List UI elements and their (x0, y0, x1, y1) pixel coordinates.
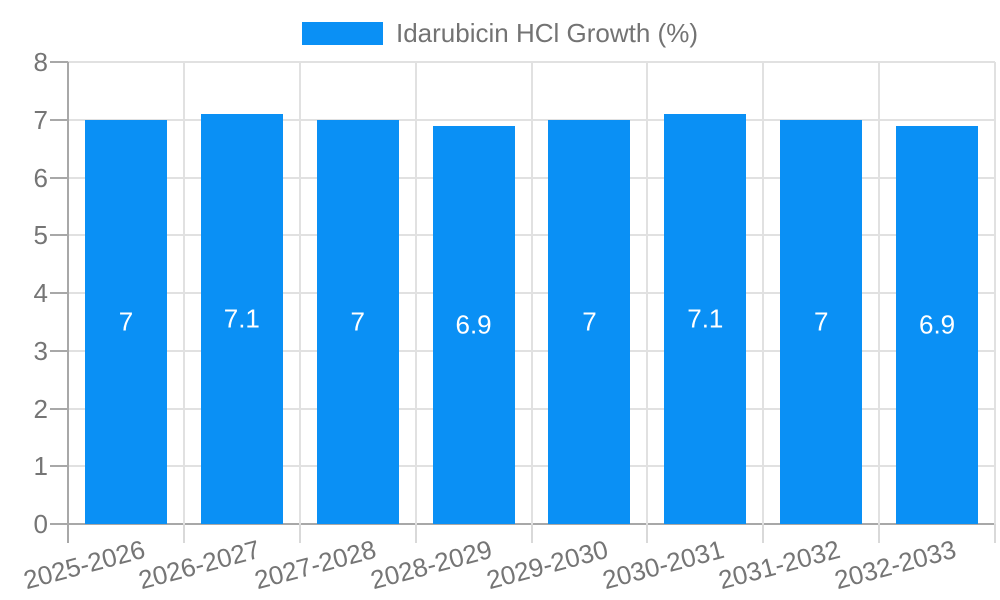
y-axis-line (67, 62, 69, 543)
x-axis-tick-label: 2027-2028 (251, 534, 380, 596)
x-axis-tick (182, 524, 185, 543)
y-axis-tick (50, 465, 68, 468)
x-axis-tick-label: 2028-2029 (367, 534, 496, 596)
bar-value-label: 7 (118, 306, 134, 337)
x-axis-tick-label: 2026-2027 (135, 534, 264, 596)
bar-value-label: 7.1 (687, 303, 724, 334)
y-axis-tick-label: 7 (33, 104, 48, 135)
bar-2032-2033[interactable] (896, 125, 979, 524)
gridline-vertical (298, 62, 301, 524)
bar-2031-2032[interactable] (780, 119, 863, 524)
y-axis-tick-label: 0 (33, 509, 48, 539)
y-axis-tick (50, 61, 68, 63)
y-axis-tick-label: 2 (33, 393, 48, 424)
gridline-vertical (994, 62, 996, 524)
bar-value-label: 7 (350, 306, 365, 337)
y-axis-tick (50, 292, 68, 294)
y-axis-tick-label: 4 (33, 278, 48, 308)
x-axis-tick-label: 2031-2032 (715, 534, 843, 596)
x-axis-tick (414, 524, 417, 543)
bar-value-label: 6.9 (455, 309, 492, 340)
x-axis-tick (878, 524, 881, 543)
x-axis-tick-label: 2025-2026 (19, 534, 148, 596)
x-axis-tick-label: 2030-2031 (599, 534, 728, 596)
bar-value-label: 6.9 (918, 309, 956, 340)
y-axis-tick (50, 118, 68, 121)
gridline-vertical (182, 62, 185, 524)
legend-label: Idarubicin HCl Growth (%) (396, 18, 698, 48)
x-axis-tick (994, 524, 996, 543)
x-axis-tick (762, 524, 765, 543)
x-axis-tick-label: 2032-2033 (830, 534, 959, 596)
y-axis-tick-label: 5 (33, 220, 48, 251)
y-axis-tick (50, 234, 68, 237)
y-axis-tick (50, 407, 68, 410)
bar-2029-2030[interactable] (548, 119, 631, 524)
gridline-vertical (762, 62, 765, 524)
bar-2026-2027[interactable] (200, 113, 283, 524)
y-axis-tick-label: 6 (33, 162, 48, 193)
bar-2028-2029[interactable] (432, 125, 515, 524)
legend-swatch-icon (302, 21, 383, 45)
y-axis-tick-label: 1 (33, 451, 48, 482)
gridline-vertical (646, 62, 649, 524)
y-axis-tick (50, 176, 68, 179)
legend[interactable]: Idarubicin HCl Growth (%) (0, 20, 1000, 46)
x-axis-tick (646, 524, 649, 543)
gridline-vertical (530, 62, 533, 524)
bar-2030-2031[interactable] (664, 113, 747, 524)
gridline-vertical (414, 62, 417, 524)
bar-2027-2028[interactable] (316, 119, 399, 524)
bar-value-label: 7 (582, 306, 597, 337)
x-axis-tick (298, 524, 301, 543)
y-axis-tick-label: 3 (33, 335, 48, 366)
x-axis-tick (530, 524, 533, 543)
bar-value-label: 7 (813, 306, 829, 337)
y-axis-tick (50, 523, 68, 525)
x-axis-tick-label: 2029-2030 (483, 534, 612, 596)
y-axis-tick-label: 8 (33, 47, 48, 77)
gridline-vertical (878, 62, 881, 524)
bar-2025-2026[interactable] (84, 119, 167, 524)
bar-value-label: 7.1 (223, 303, 260, 334)
y-axis-tick (50, 349, 68, 352)
